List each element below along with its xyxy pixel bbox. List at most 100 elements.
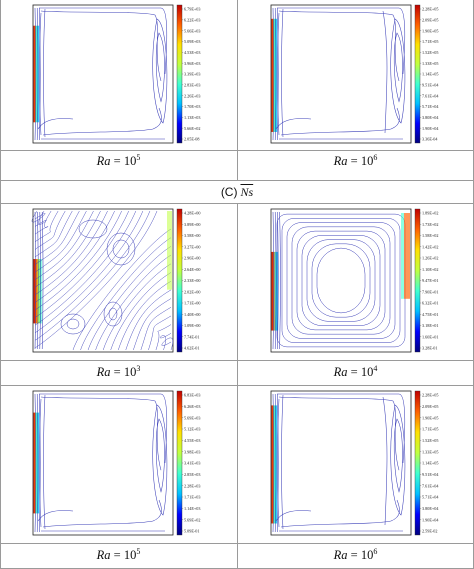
colorbar-tick-label: 1.26E+02 xyxy=(422,256,438,261)
colorbar-tick-label: 1.52E+05 xyxy=(422,438,438,443)
contour-panel-3: 4.28E+00 3.89E+00 3.58E+00 3.27E+00 2.96E+00… xyxy=(30,206,210,357)
colorbar-tick-label: 3.28E-01 xyxy=(422,346,437,351)
grid-line-h6 xyxy=(0,543,474,544)
contour-plot-2: 2.28E+05 2.09E+05 1.90E+05 1.71E+05 1.52E+05… xyxy=(270,4,439,144)
contour-line-band xyxy=(148,315,172,351)
colorbar-tick-label: 1.73E+02 xyxy=(422,222,438,227)
contour-line-hot-wall xyxy=(37,211,39,350)
contour-line-hot-wall xyxy=(272,393,275,533)
colorbar-tick-label: 6.26E+03 xyxy=(184,404,200,409)
colorbar-tick-label: 4.62E-01 xyxy=(184,346,199,351)
colorbar-tick-label: 3.58E+00 xyxy=(184,233,200,238)
colorbar xyxy=(414,390,421,536)
hot-wall xyxy=(271,251,279,331)
contour-loop xyxy=(291,226,391,335)
contour-line-hot-wall xyxy=(274,393,277,533)
colorbar-tick-label: 3.18E+01 xyxy=(422,323,438,328)
contour-line-hot-wall xyxy=(34,7,37,141)
caption-4: Ra = 104 xyxy=(333,363,378,379)
contour-line-band xyxy=(34,210,137,326)
contour-line-hot-wall xyxy=(36,393,39,533)
colorbar-tick-label: 1.70E+03 xyxy=(184,104,200,109)
colorbar-tick-label: 2.05E-08 xyxy=(184,137,199,142)
contour-line-hot-wall xyxy=(274,211,277,350)
colorbar-tick-label: 1.09E+00 xyxy=(184,323,200,328)
contour-line-bottom xyxy=(42,107,162,136)
colorbar-tick-label: 4.55E+03 xyxy=(184,438,200,443)
contour-line-bottom xyxy=(42,499,162,528)
colorbar-tick-label: 1.89E+02 xyxy=(422,211,438,216)
contour-loop xyxy=(112,239,130,259)
contour-line-band xyxy=(140,307,172,351)
plot-box xyxy=(270,4,412,144)
contour-line-bottom xyxy=(37,510,74,522)
contour-line-right xyxy=(382,396,388,526)
colorbar-tick-label: 2.28E+03 xyxy=(184,483,200,488)
contour-loop xyxy=(301,235,381,326)
contour-line-band xyxy=(102,263,172,351)
grid-line-left xyxy=(0,0,1,569)
contour-loop xyxy=(103,301,123,327)
contour-line-band xyxy=(133,298,172,351)
contour-line-right xyxy=(393,418,403,493)
contour-line-band xyxy=(161,337,173,351)
contour-loop xyxy=(306,239,376,322)
colorbar-tick-label: 1.90E+04 xyxy=(422,126,439,131)
colorbar-tick-label: 2.28E+05 xyxy=(422,7,438,12)
colorbar-tick-label: 3.80E+04 xyxy=(422,115,439,120)
section-label: (C) Ns xyxy=(0,185,474,200)
contour-line-hot-wall xyxy=(39,211,41,350)
contour-loop xyxy=(311,243,371,318)
colorbar-tick-label: 2.83E+03 xyxy=(184,82,200,87)
colorbar-tick-label: 5.66E+02 xyxy=(184,126,200,131)
colorbar-tick-label: 2.02E+00 xyxy=(184,289,200,294)
contour-line-top xyxy=(277,7,406,75)
colorbar-tick-label: 5.69E+02 xyxy=(184,517,200,522)
colorbar-tick-label: 1.90E+05 xyxy=(422,28,438,33)
contour-line-right xyxy=(152,404,168,516)
contour-line-right xyxy=(390,18,406,124)
hot-wall xyxy=(271,18,278,132)
contour-line-top xyxy=(278,10,400,81)
colorbar-tick-label: 2.26E+03 xyxy=(184,93,200,98)
contour-loop xyxy=(66,318,80,330)
contour-line-top xyxy=(40,10,162,81)
contour-loop xyxy=(106,232,136,266)
colorbar-tick-label: 1.40E+00 xyxy=(184,312,200,317)
contour-line-right xyxy=(152,18,168,124)
contour-line-band xyxy=(125,289,172,351)
contour-panel-6: 2.28E+05 2.09E+05 1.90E+05 1.71E+05 1.52E+05… xyxy=(268,388,448,540)
contour-line-left xyxy=(39,398,42,528)
contour-line-band xyxy=(34,210,151,341)
contour-line-bottom xyxy=(280,107,400,136)
colorbar xyxy=(414,4,421,144)
colorbar-tick-label: 5.69E+03 xyxy=(184,415,200,420)
caption-1: Ra = 105 xyxy=(96,152,141,168)
plot-frame: 2.28E+05 2.09E+05 1.90E+05 1.71E+05 1.52E+05… xyxy=(270,4,439,144)
colorbar-tick-label: 9.51E+04 xyxy=(422,82,439,87)
section-symbol: Ns xyxy=(240,185,254,199)
colorbar-tick-label: 3.80E+04 xyxy=(422,506,439,511)
contour-line-band xyxy=(159,333,172,351)
grid-line-h4 xyxy=(0,360,474,361)
contour-line-top xyxy=(39,7,168,75)
contour-line-top xyxy=(39,393,168,464)
colorbar-tick-label: 6.32E+01 xyxy=(422,301,438,306)
colorbar-tick-label: 2.96E+00 xyxy=(184,256,200,261)
plot-frame: 1.89E+02 1.73E+02 1.58E+02 1.42E+02 1.26E+02… xyxy=(270,208,438,353)
contour-line-right xyxy=(155,32,165,103)
contour-line-left xyxy=(277,398,280,528)
plot-box xyxy=(32,208,174,353)
contour-line-hot-wall xyxy=(34,393,37,533)
colorbar-tick-label: 5.71E+04 xyxy=(422,104,439,109)
plot-frame: 4.28E+00 3.89E+00 3.58E+00 3.27E+00 2.96E+00… xyxy=(31,208,200,353)
contour-line-left xyxy=(39,12,42,136)
colorbar-tick-label: 1.71E+05 xyxy=(422,39,438,44)
colorbar-tick-label: 2.09E+05 xyxy=(422,17,438,22)
contour-loop xyxy=(108,307,118,321)
grid-line-h1 xyxy=(0,150,474,151)
colorbar-tick-label: 3.41E+03 xyxy=(184,461,200,466)
colorbar-tick-label: 3.98E+03 xyxy=(184,449,200,454)
contour-line-left xyxy=(281,394,284,530)
plot-box xyxy=(32,390,174,536)
